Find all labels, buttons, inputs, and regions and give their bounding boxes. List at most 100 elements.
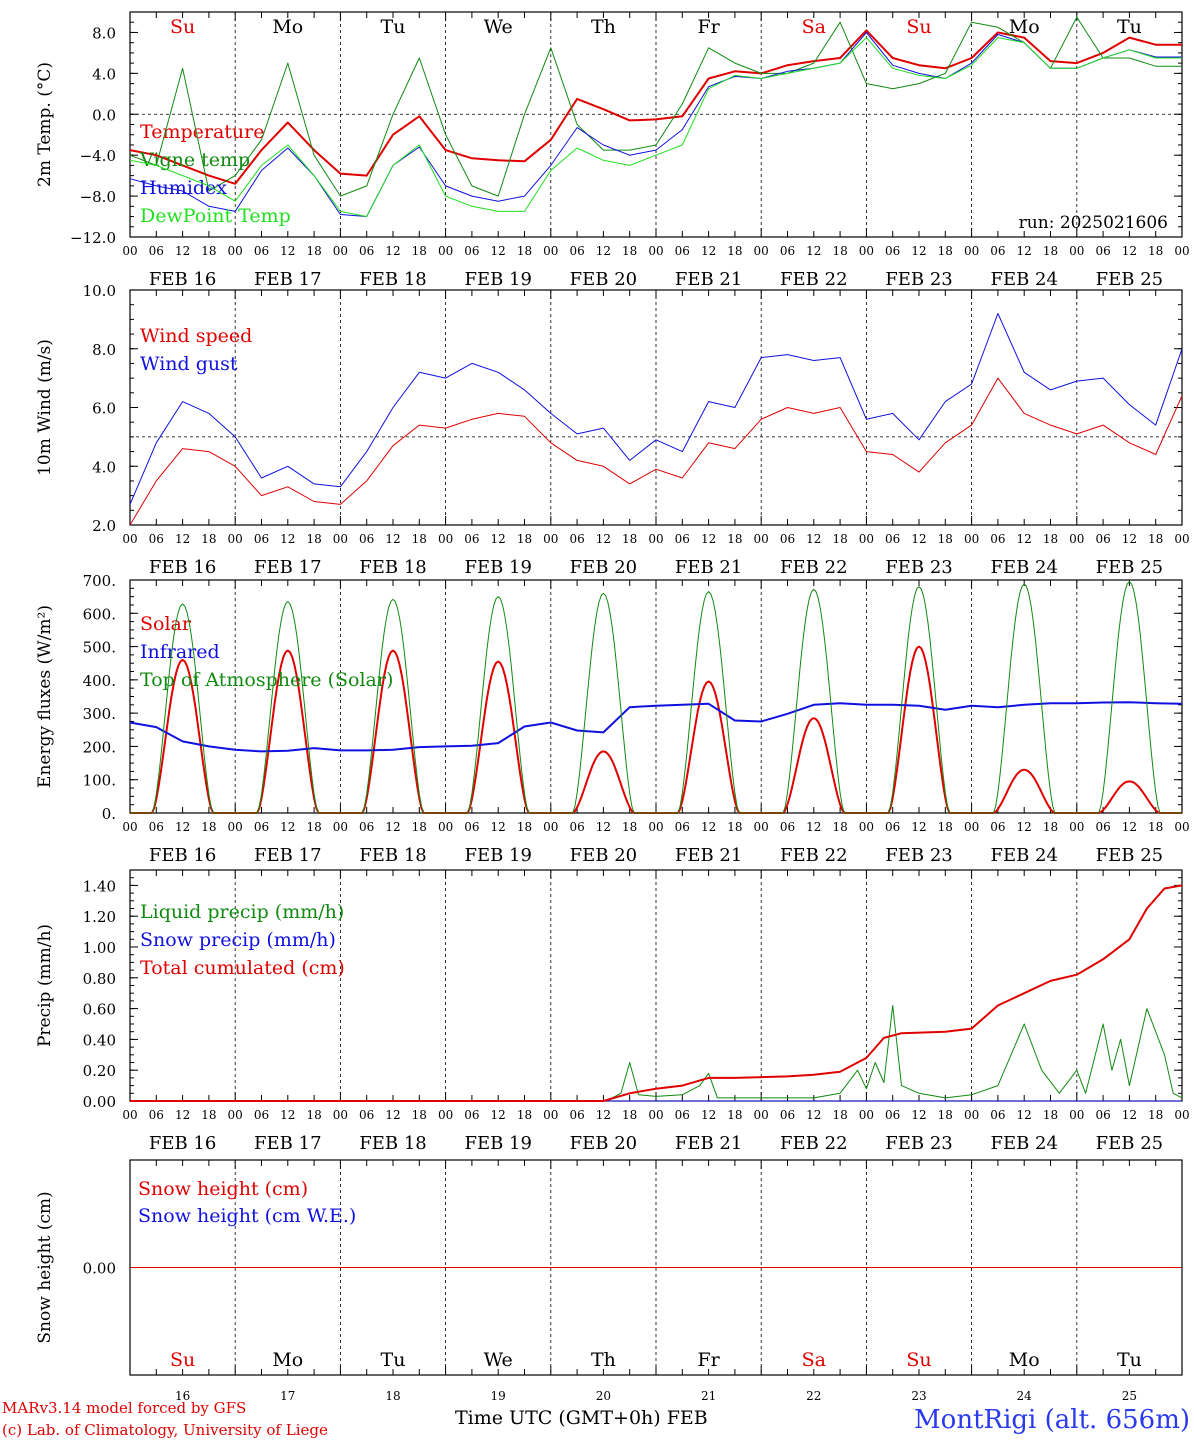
hour-label: 12 <box>1017 244 1032 258</box>
hour-label: 00 <box>859 1108 874 1122</box>
hour-label: 18 <box>306 532 321 546</box>
hour-label: 18 <box>412 532 427 546</box>
y-tick-label: 6.0 <box>92 400 116 418</box>
hour-label: 18 <box>938 244 953 258</box>
hour-label: 18 <box>201 244 216 258</box>
hour-label: 12 <box>1017 1108 1032 1122</box>
date-label: FEB 18 <box>359 1133 426 1154</box>
hour-label: 06 <box>359 244 374 258</box>
hour-label: 18 <box>517 820 532 834</box>
day-number: 21 <box>701 1389 716 1403</box>
hour-label: 18 <box>1043 244 1058 258</box>
hour-label: 06 <box>1095 1108 1110 1122</box>
series-line-liquid-precip-mm-h- <box>130 1005 1183 1102</box>
hour-label: 12 <box>911 244 926 258</box>
date-label: FEB 19 <box>464 557 531 578</box>
wind-panel: 00 06 12 18 00 06 12 18 00 06 12 18 00 06 12 18 00 06 12 18… <box>35 282 1190 578</box>
hour-label: 12 <box>491 532 506 546</box>
y-tick-label: −4.0 <box>80 147 116 165</box>
day-number: 18 <box>385 1389 400 1403</box>
hour-label: 00 <box>438 820 453 834</box>
day-number: 24 <box>1017 1389 1033 1403</box>
date-label: FEB 21 <box>675 1133 742 1154</box>
hour-label: 00 <box>228 1108 243 1122</box>
hour-label: 12 <box>911 820 926 834</box>
hour-label: 12 <box>806 820 821 834</box>
hour-label: 12 <box>385 820 400 834</box>
date-label: FEB 23 <box>885 845 952 866</box>
hour-label: 12 <box>491 1108 506 1122</box>
series-line-wind-gust <box>129 313 1183 505</box>
y-axis-label: Snow height (cm) <box>35 1191 55 1343</box>
date-label: FEB 19 <box>464 845 531 866</box>
hour-label: 00 <box>333 1108 348 1122</box>
hour-label: 00 <box>648 244 663 258</box>
hour-label: 00 <box>438 1108 453 1122</box>
model-credit: MARv3.14 model forced by GFS <box>2 1399 246 1417</box>
hour-label: 18 <box>517 1108 532 1122</box>
hour-label: 00 <box>1174 532 1189 546</box>
hour-label: 12 <box>1017 532 1032 546</box>
date-label: FEB 21 <box>675 845 742 866</box>
day-name: Sa <box>802 1349 826 1371</box>
hour-label: 00 <box>1069 244 1084 258</box>
date-label: FEB 18 <box>359 557 426 578</box>
series-line-humidex <box>129 32 1182 217</box>
hour-label: 06 <box>359 1108 374 1122</box>
hour-label: 06 <box>254 820 269 834</box>
precipitation-panel: 00 06 12 18 00 06 12 18 00 06 12 18 00 06 12 18 00 06 12 18… <box>35 869 1190 1154</box>
date-label: FEB 16 <box>149 1133 216 1154</box>
y-tick-label: 4.0 <box>92 65 116 83</box>
y-tick-label: −8.0 <box>80 188 116 206</box>
hour-label: 12 <box>1122 532 1137 546</box>
snow-height-panel: 0.00 Snow height (cm) Snow height (cm) Snow… <box>35 1159 1183 1403</box>
hour-label: 00 <box>1069 1108 1084 1122</box>
hour-label: 06 <box>359 820 374 834</box>
y-tick-label: 0.60 <box>83 1001 116 1019</box>
hour-label: 12 <box>280 532 295 546</box>
hour-label: 12 <box>491 244 506 258</box>
day-name: We <box>484 16 513 38</box>
date-label: FEB 19 <box>464 269 531 290</box>
hour-label: 00 <box>648 532 663 546</box>
hour-label: 12 <box>806 532 821 546</box>
y-tick-label: 500. <box>83 639 116 657</box>
series-line-wind-speed <box>129 377 1183 526</box>
hour-label: 06 <box>569 244 584 258</box>
hour-label: 18 <box>517 532 532 546</box>
series-line-temperature <box>129 29 1182 185</box>
hour-label: 00 <box>438 244 453 258</box>
day-name: Su <box>906 16 931 38</box>
hour-label: 18 <box>306 820 321 834</box>
hour-label: 00 <box>754 820 769 834</box>
date-label: FEB 20 <box>570 269 637 290</box>
hour-label: 06 <box>675 244 690 258</box>
hour-label: 00 <box>228 820 243 834</box>
hour-label: 06 <box>254 244 269 258</box>
hour-label: 12 <box>385 244 400 258</box>
date-label: FEB 20 <box>570 845 637 866</box>
day-name: Su <box>170 1349 195 1371</box>
day-name: Tu <box>381 16 406 38</box>
date-label: FEB 16 <box>149 845 216 866</box>
hour-label: 12 <box>280 244 295 258</box>
hour-label: 00 <box>1069 820 1084 834</box>
date-label: FEB 25 <box>1096 845 1163 866</box>
temperature-panel: 00 06 12 18 00 06 12 18 00 06 12 18 00 06 12 18 00 06 12 18… <box>35 11 1190 290</box>
hour-label: 00 <box>543 820 558 834</box>
hour-label: 00 <box>543 1108 558 1122</box>
hour-label: 00 <box>122 820 137 834</box>
date-label: FEB 25 <box>1096 269 1163 290</box>
date-label: FEB 24 <box>990 269 1057 290</box>
hour-label: 18 <box>1043 532 1058 546</box>
series-line-vigne-temp <box>129 16 1182 197</box>
hour-label: 18 <box>938 532 953 546</box>
hour-label: 00 <box>122 1108 137 1122</box>
hour-label: 12 <box>175 532 190 546</box>
hour-label: 06 <box>149 244 164 258</box>
hour-label: 12 <box>1122 820 1137 834</box>
hour-label: 12 <box>1122 244 1137 258</box>
y-axis-label: 10m Wind (m/s) <box>35 339 55 476</box>
day-number: 17 <box>280 1389 295 1403</box>
hour-label: 18 <box>832 1108 847 1122</box>
